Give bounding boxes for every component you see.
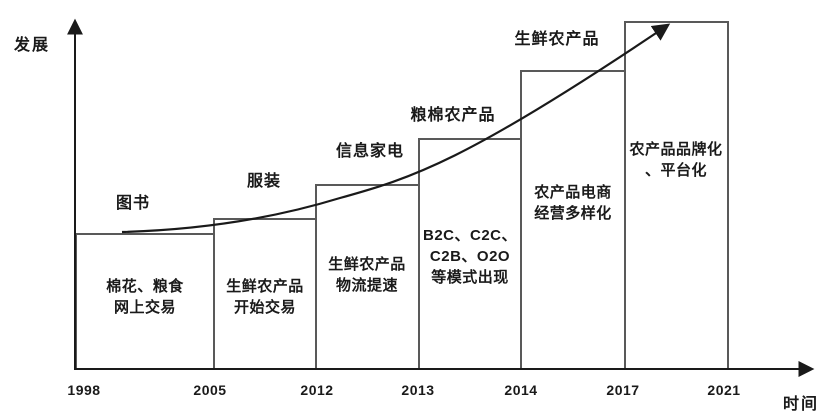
- year-tick: 2013: [401, 382, 435, 398]
- bar-top-label: 信息家电: [335, 143, 405, 160]
- bar-description: 棉花、粮食 网上交易: [106, 278, 184, 316]
- year-tick: 2012: [300, 382, 334, 398]
- bar-top-label: 图书: [115, 195, 151, 212]
- bar-top-label: 生鲜农产品: [514, 31, 600, 48]
- bar-description: 生鲜农产品 物流提速: [328, 256, 406, 294]
- y-axis-title: 发展: [14, 37, 51, 54]
- year-tick: 2014: [504, 382, 538, 398]
- bar-2017-2021: [624, 21, 729, 370]
- bar-description: 农产品电商 经营多样化: [534, 184, 612, 222]
- year-tick: 2017: [606, 382, 640, 398]
- bar-description: B2C、C2C、 C2B、O2O 等模式出现: [422, 227, 518, 286]
- year-tick: 1998: [67, 382, 101, 398]
- bar-description: 生鲜农产品 开始交易: [226, 278, 304, 316]
- bar-1998-2005: [75, 233, 215, 370]
- bar-top-label: 服装: [246, 173, 282, 190]
- bar-top-label: 粮棉农产品: [410, 107, 496, 124]
- year-tick: 2021: [707, 382, 741, 398]
- x-axis-title: 时间: [783, 396, 820, 413]
- bar-2005-2012: [213, 218, 317, 370]
- year-tick: 2005: [193, 382, 227, 398]
- bar-description: 农产品品牌化 、平台化: [629, 141, 723, 179]
